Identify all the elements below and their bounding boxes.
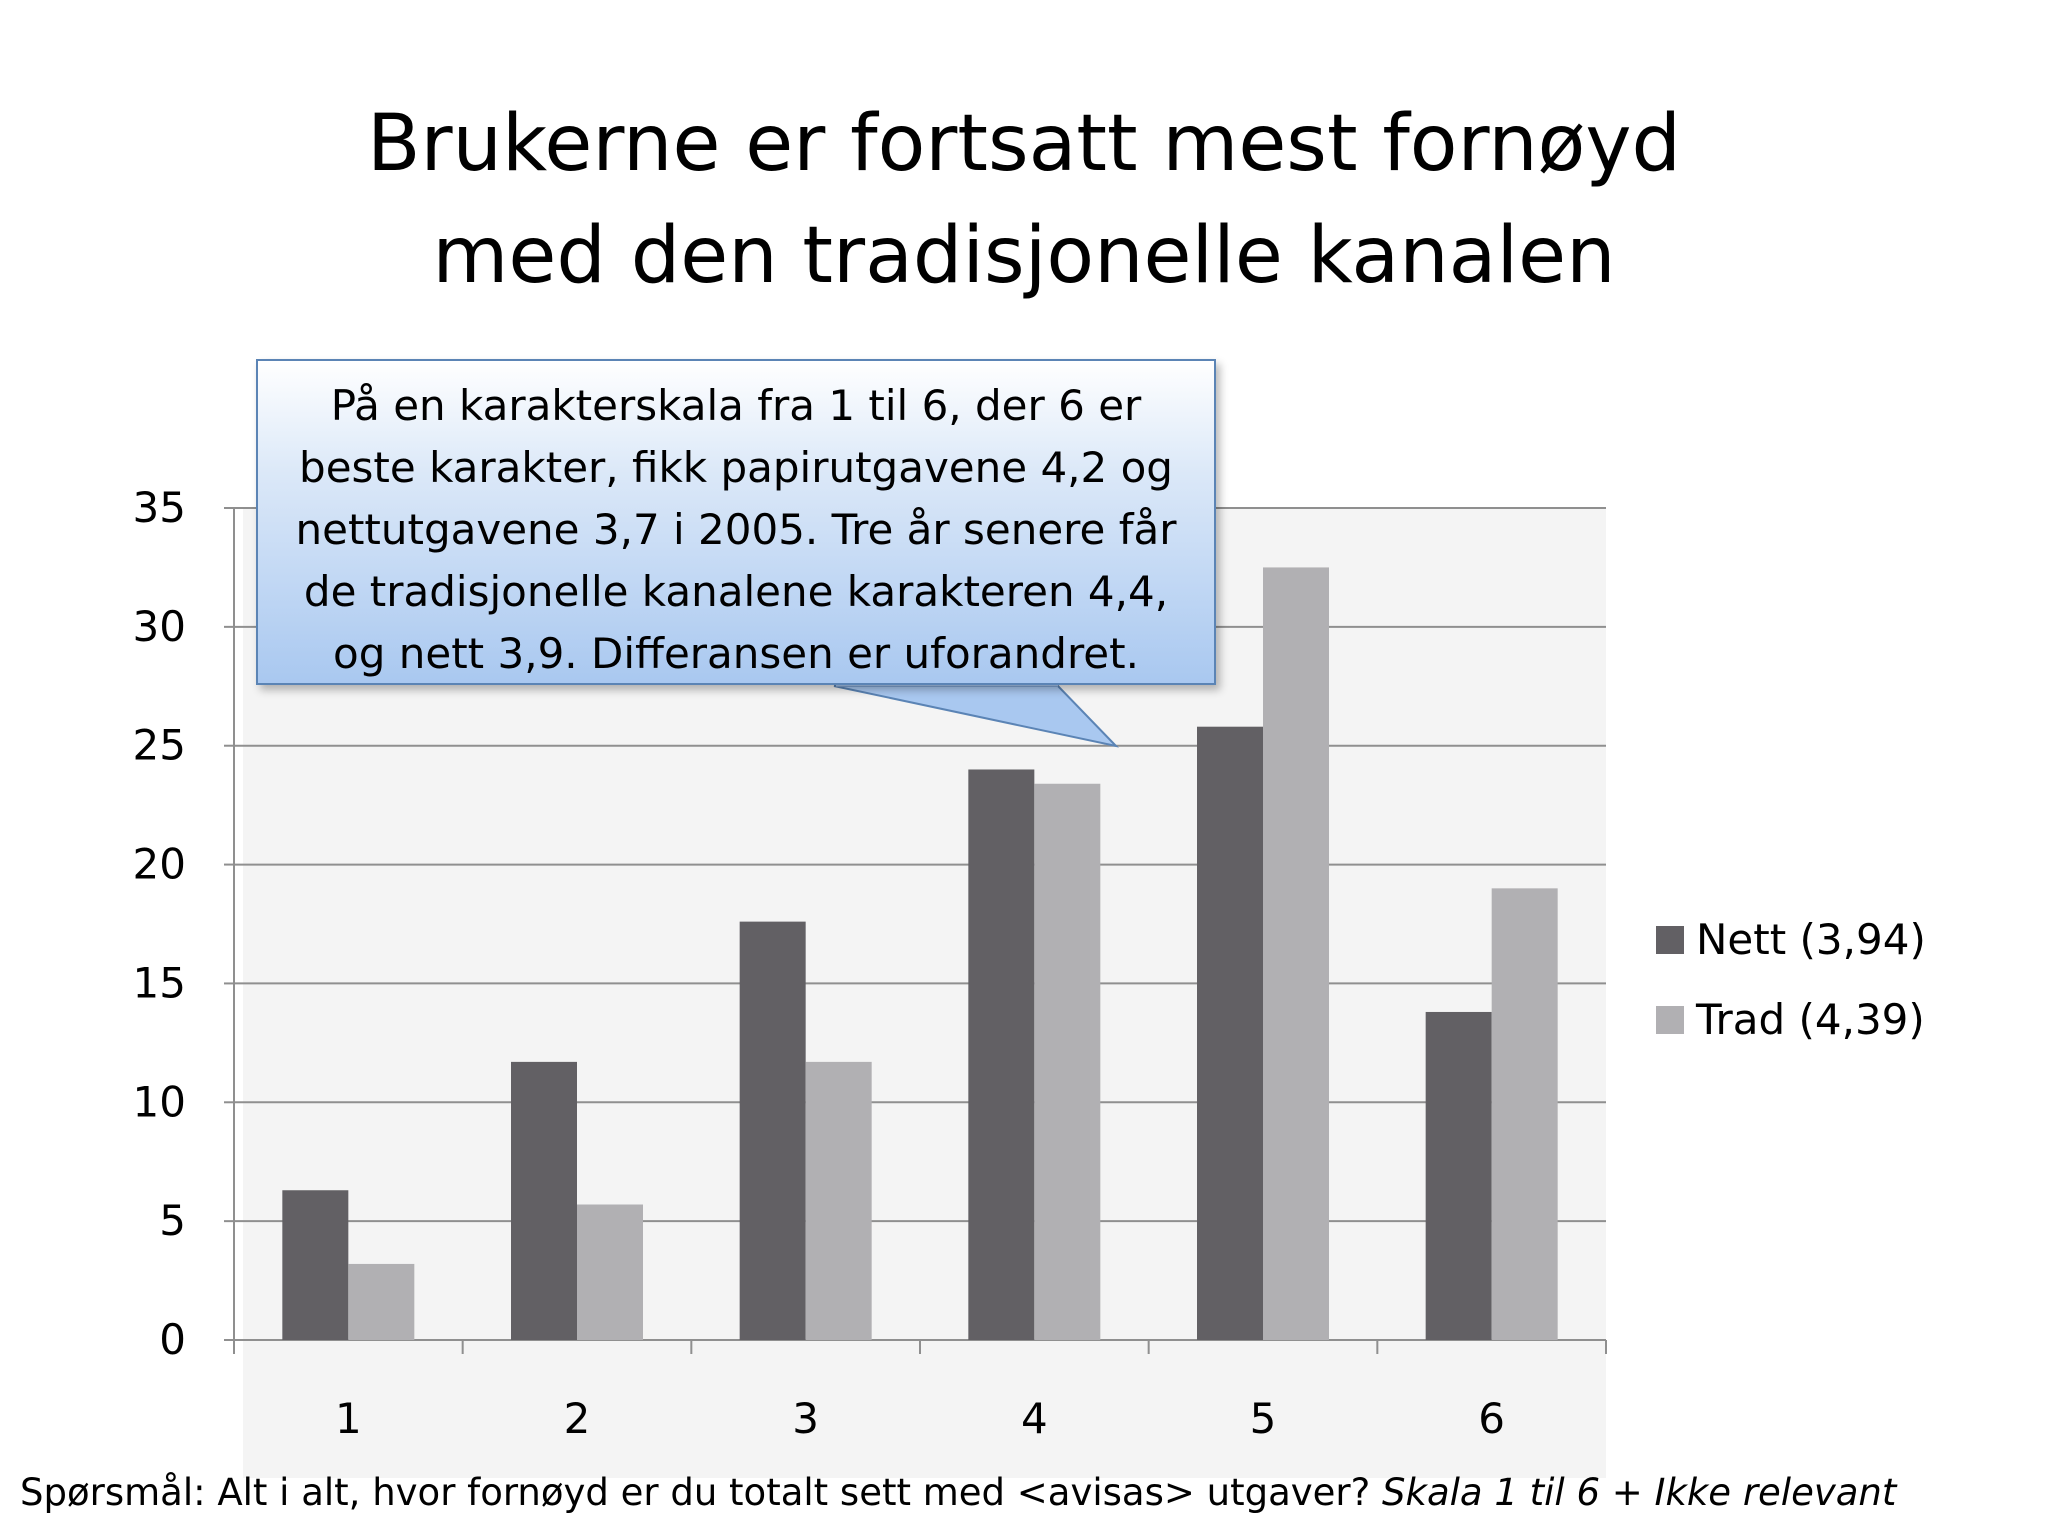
footnote-scale: Skala 1 til 6 + Ikke relevant xyxy=(1382,1471,1897,1514)
legend-swatch-trad xyxy=(1656,1006,1684,1034)
slide-title-line-2: med den tradisjonelle kanalen xyxy=(432,211,1616,301)
legend-item-nett: Nett (3,94) xyxy=(1656,900,2016,980)
slide-title: Brukerne er fortsatt mest fornøyd med de… xyxy=(0,88,2048,312)
legend-label-nett: Nett (3,94) xyxy=(1696,915,1926,964)
callout-text: På en karakterskala fra 1 til 6, der 6 e… xyxy=(295,381,1177,678)
legend-label-trad: Trad (4,39) xyxy=(1696,995,1925,1044)
chart-legend: Nett (3,94) Trad (4,39) xyxy=(1656,900,2016,1060)
legend-item-trad: Trad (4,39) xyxy=(1656,980,2016,1060)
callout-box: På en karakterskala fra 1 til 6, der 6 e… xyxy=(256,359,1216,685)
footnote-question: Spørsmål: Alt i alt, hvor fornøyd er du … xyxy=(20,1471,1383,1514)
slide-title-line-1: Brukerne er fortsatt mest fornøyd xyxy=(366,99,1682,189)
footnote: Spørsmål: Alt i alt, hvor fornøyd er du … xyxy=(20,1468,2040,1518)
legend-swatch-nett xyxy=(1656,926,1684,954)
